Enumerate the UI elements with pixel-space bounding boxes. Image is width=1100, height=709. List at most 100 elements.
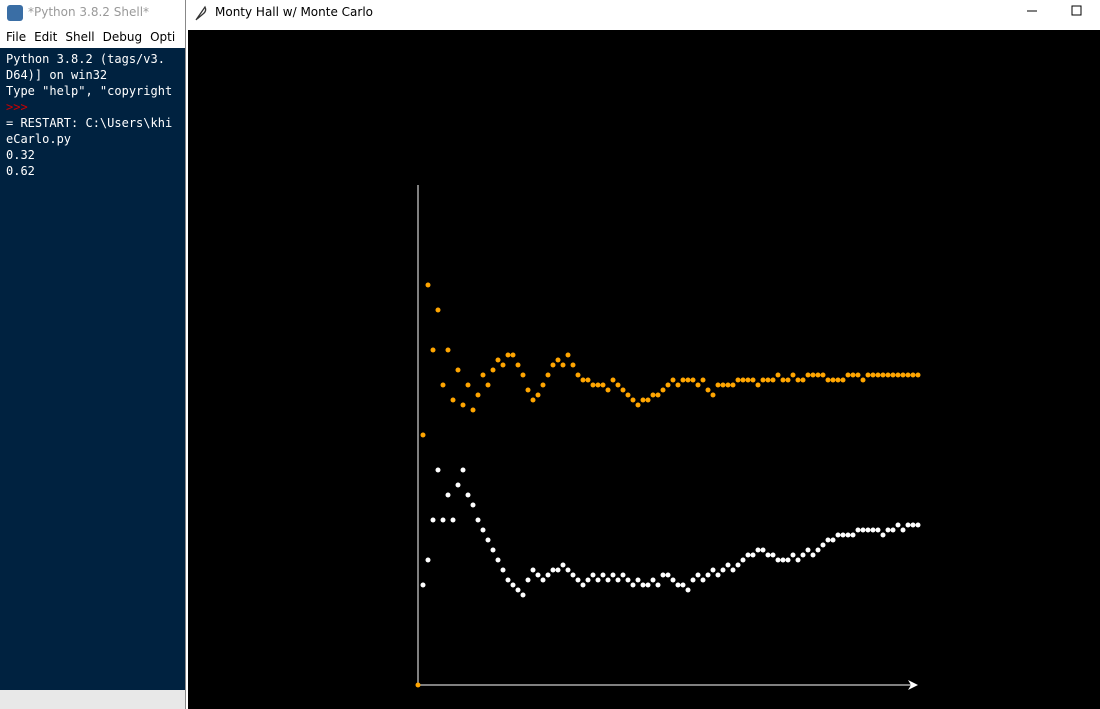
data-dot — [490, 547, 496, 553]
data-dot — [830, 537, 836, 543]
data-dot — [870, 372, 876, 378]
feather-icon — [195, 5, 207, 21]
data-dot — [465, 492, 471, 498]
menu-item[interactable]: File — [6, 30, 27, 44]
data-dot — [795, 377, 801, 383]
data-dot — [555, 567, 561, 573]
data-dot — [620, 387, 626, 393]
data-dot — [750, 552, 756, 558]
shell-output: Python 3.8.2 (tags/v3. D64)] on win32 Type… — [0, 48, 185, 693]
data-dot — [605, 577, 611, 583]
data-dot — [605, 387, 611, 393]
menu-item[interactable]: Opti — [150, 30, 176, 44]
data-dot — [710, 567, 716, 573]
window-title: *Python 3.8.2 Shell* — [28, 5, 150, 19]
data-dot — [485, 382, 491, 388]
data-dot — [905, 522, 911, 528]
data-dot — [845, 372, 851, 378]
maximize-button[interactable] — [1071, 5, 1082, 16]
data-dot — [550, 362, 556, 368]
data-dot — [690, 577, 696, 583]
data-dot — [890, 372, 896, 378]
data-dot — [470, 407, 476, 413]
data-dot — [685, 377, 691, 383]
data-dot — [705, 387, 711, 393]
data-dot — [450, 517, 456, 523]
data-dot — [655, 392, 661, 398]
data-dot — [585, 377, 591, 383]
menu-item[interactable]: Debug — [102, 30, 143, 44]
data-dot — [595, 577, 601, 583]
data-dot — [875, 527, 881, 533]
data-dot — [600, 572, 606, 578]
data-dot — [660, 387, 666, 393]
data-dot — [490, 367, 496, 373]
data-dot — [440, 382, 446, 388]
data-dot — [670, 377, 676, 383]
shell-line: eCarlo.py — [6, 132, 72, 146]
data-dot — [775, 372, 781, 378]
data-dot — [650, 392, 656, 398]
data-dot — [655, 582, 661, 588]
window-controls — [1027, 5, 1082, 16]
data-dot — [630, 582, 636, 588]
data-dot — [660, 572, 666, 578]
data-dot — [620, 572, 626, 578]
data-dot — [810, 552, 816, 558]
data-dot — [730, 567, 736, 573]
data-dot — [745, 377, 751, 383]
data-dot — [495, 557, 501, 563]
data-dot — [630, 397, 636, 403]
data-dot — [525, 577, 531, 583]
data-dot — [625, 392, 631, 398]
shell-line: Type "help", "copyright — [6, 84, 173, 98]
data-dot — [665, 572, 671, 578]
data-dot — [725, 382, 731, 388]
data-dot — [720, 567, 726, 573]
data-dot — [715, 382, 721, 388]
data-dot — [840, 532, 846, 538]
data-dot — [910, 522, 916, 528]
data-dot — [685, 587, 691, 593]
data-dot — [645, 582, 651, 588]
data-dot — [760, 547, 766, 553]
data-dot — [815, 372, 821, 378]
data-dot — [665, 382, 671, 388]
data-dot — [710, 392, 716, 398]
data-dot — [835, 377, 841, 383]
data-dot — [495, 357, 501, 363]
data-dot — [735, 377, 741, 383]
data-dot — [780, 377, 786, 383]
data-dot — [545, 572, 551, 578]
menu-item[interactable]: Shell — [65, 30, 95, 44]
data-dot — [540, 577, 546, 583]
data-dot — [520, 592, 526, 598]
data-dot — [820, 542, 826, 548]
data-dot — [760, 377, 766, 383]
data-dot — [465, 382, 471, 388]
data-dot — [585, 577, 591, 583]
data-dot — [870, 527, 876, 533]
data-dot — [435, 467, 441, 473]
data-dot — [680, 582, 686, 588]
data-dot — [555, 357, 561, 363]
data-dot — [535, 572, 541, 578]
canvas-background — [188, 30, 1100, 709]
data-dot — [650, 577, 656, 583]
data-dot — [510, 582, 516, 588]
data-dot — [785, 557, 791, 563]
data-dot — [455, 482, 461, 488]
data-dot — [860, 377, 866, 383]
data-dot — [800, 552, 806, 558]
shell-window: *Python 3.8.2 Shell* File Edit Shell Debug O… — [0, 0, 185, 709]
window-title: Monty Hall w/ Monte Carlo — [215, 5, 373, 19]
data-dot — [885, 372, 891, 378]
data-dot — [895, 522, 901, 528]
data-dot — [855, 372, 861, 378]
menu-item[interactable]: Edit — [34, 30, 58, 44]
data-dot — [640, 397, 646, 403]
data-dot — [850, 372, 856, 378]
data-dot — [695, 382, 701, 388]
data-dot — [505, 577, 511, 583]
data-dot — [865, 527, 871, 533]
